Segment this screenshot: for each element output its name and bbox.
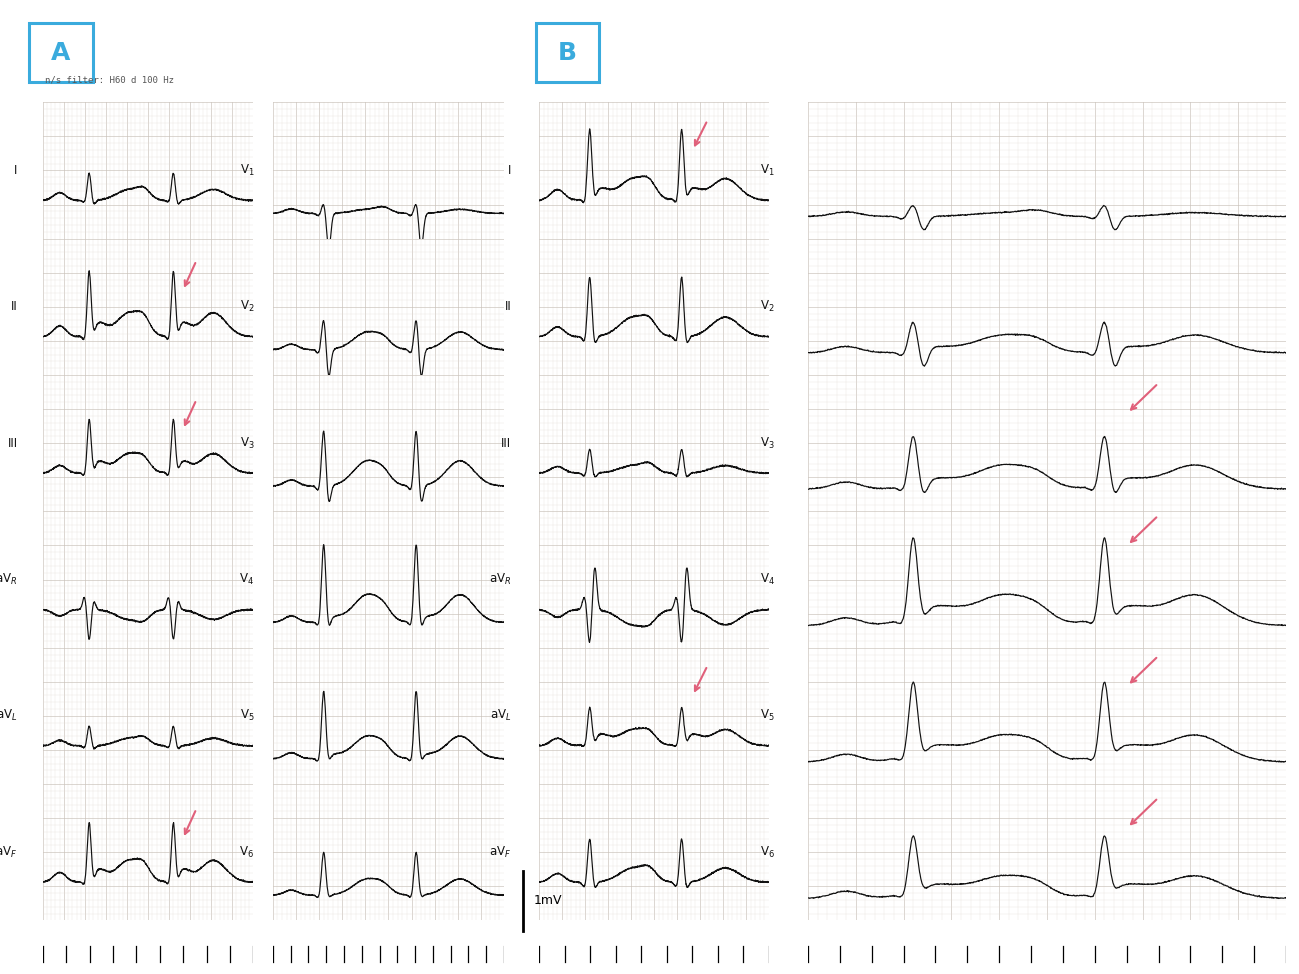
Text: n/s filter: H60 d 100 Hz: n/s filter: H60 d 100 Hz (45, 76, 174, 85)
Text: aV$_R$: aV$_R$ (0, 572, 18, 587)
Text: 1mV: 1mV (534, 894, 562, 908)
Text: V$_4$: V$_4$ (760, 572, 774, 587)
Text: V$_5$: V$_5$ (239, 708, 255, 724)
Text: V$_1$: V$_1$ (239, 163, 255, 178)
Text: III: III (501, 436, 512, 450)
Text: aV$_L$: aV$_L$ (0, 708, 18, 724)
Text: III: III (8, 436, 18, 450)
Text: B: B (559, 41, 577, 64)
Text: V$_5$: V$_5$ (760, 708, 774, 724)
Text: aV$_R$: aV$_R$ (490, 572, 512, 587)
Text: V$_2$: V$_2$ (240, 299, 255, 315)
Text: II: II (505, 300, 512, 314)
Text: aV$_L$: aV$_L$ (490, 708, 512, 724)
Text: I: I (14, 164, 18, 177)
Text: I: I (508, 164, 512, 177)
Text: V$_6$: V$_6$ (760, 844, 774, 860)
FancyBboxPatch shape (536, 23, 599, 82)
Text: V$_4$: V$_4$ (239, 572, 255, 587)
Text: aV$_F$: aV$_F$ (0, 844, 18, 860)
Text: V$_6$: V$_6$ (239, 844, 255, 860)
Text: V$_2$: V$_2$ (760, 299, 774, 315)
Text: A: A (52, 41, 70, 64)
Text: aV$_F$: aV$_F$ (490, 844, 512, 860)
Text: V$_3$: V$_3$ (239, 435, 255, 451)
Text: V$_3$: V$_3$ (760, 435, 774, 451)
FancyBboxPatch shape (30, 23, 92, 82)
Text: II: II (10, 300, 18, 314)
Text: V$_1$: V$_1$ (760, 163, 774, 178)
